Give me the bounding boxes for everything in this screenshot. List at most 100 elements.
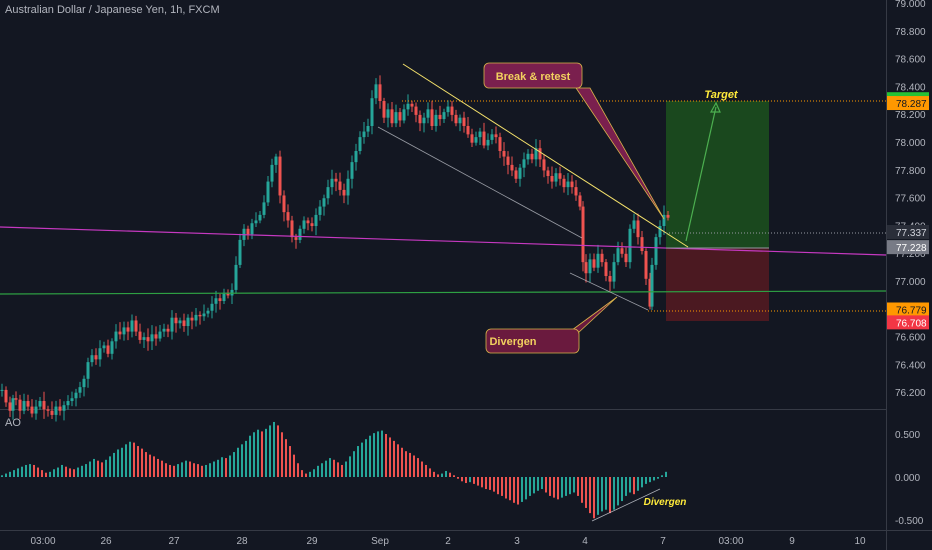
ao-bar bbox=[217, 459, 219, 477]
ao-bar bbox=[357, 446, 359, 477]
chart-title: Australian Dollar / Japanese Yen, 1h, FX… bbox=[5, 4, 220, 16]
ao-bar bbox=[529, 477, 531, 496]
profit-zone bbox=[666, 101, 769, 248]
candle-body bbox=[170, 317, 174, 332]
ao-bar bbox=[85, 464, 87, 477]
candle-body bbox=[18, 399, 22, 411]
ao-bar bbox=[97, 460, 99, 477]
ao-bar bbox=[277, 425, 279, 477]
ao-bar bbox=[5, 473, 7, 477]
candle-body bbox=[190, 317, 194, 321]
candle-body bbox=[414, 106, 418, 115]
candle-body bbox=[490, 134, 494, 140]
break-retest-label: Break & retest bbox=[496, 71, 571, 83]
candle-body bbox=[78, 387, 82, 393]
candle-body bbox=[11, 398, 15, 411]
ao-bar bbox=[397, 444, 399, 477]
ao-bar bbox=[169, 464, 171, 477]
candle-body bbox=[370, 98, 374, 127]
candle-body bbox=[506, 156, 510, 165]
ao-bar bbox=[325, 460, 327, 477]
candle-body bbox=[130, 320, 134, 332]
price-tick-label: 78.400 bbox=[895, 82, 926, 93]
candle-body bbox=[662, 214, 666, 227]
candle-body bbox=[62, 405, 66, 411]
ao-bar bbox=[621, 477, 623, 502]
ao-bar bbox=[377, 431, 379, 477]
candle-body bbox=[202, 313, 206, 317]
candle-body bbox=[66, 401, 70, 406]
ao-bar bbox=[605, 477, 607, 510]
price-tick-label: 76.200 bbox=[895, 388, 926, 399]
ao-bar bbox=[665, 471, 667, 477]
candle-body bbox=[474, 137, 478, 143]
ao-bar bbox=[625, 477, 627, 496]
ao-bar bbox=[433, 471, 435, 477]
ao-bar bbox=[649, 477, 651, 483]
candle-body bbox=[238, 239, 242, 265]
candle-body bbox=[274, 156, 278, 165]
price-tick-label: 77.000 bbox=[895, 277, 926, 288]
ao-bar bbox=[349, 456, 351, 477]
ao-bar bbox=[385, 434, 387, 477]
candle-body bbox=[222, 292, 226, 302]
time-tick-label: 9 bbox=[789, 536, 795, 547]
candle-body bbox=[636, 220, 640, 238]
candle-body bbox=[178, 320, 182, 324]
ao-bar bbox=[473, 477, 475, 484]
candle-body bbox=[14, 398, 18, 400]
price-tick-label: 78.000 bbox=[895, 138, 926, 149]
candle-body bbox=[138, 331, 142, 340]
candle-body bbox=[658, 226, 662, 238]
candle-body bbox=[494, 134, 498, 138]
ao-bar bbox=[437, 474, 439, 477]
time-tick-label: 3 bbox=[514, 536, 520, 547]
ao-bar bbox=[213, 461, 215, 477]
candle-body bbox=[334, 178, 338, 182]
ao-bar bbox=[513, 477, 515, 503]
ao-bar bbox=[225, 458, 227, 477]
candle-body bbox=[298, 228, 302, 240]
price-badge-label: 78.287 bbox=[896, 99, 927, 110]
ao-bar bbox=[113, 452, 115, 477]
ao-histogram bbox=[1, 421, 667, 522]
ao-bar bbox=[405, 451, 407, 477]
ao-bar bbox=[481, 477, 483, 488]
ao-tick-label: 0.500 bbox=[895, 430, 920, 441]
candle-body bbox=[438, 114, 442, 120]
candle-body bbox=[588, 259, 592, 274]
ao-bar bbox=[613, 477, 615, 510]
candle-body bbox=[604, 262, 608, 277]
ao-bar bbox=[249, 435, 251, 477]
ao-bar bbox=[301, 470, 303, 477]
ao-bar bbox=[137, 446, 139, 477]
ao-bar bbox=[345, 461, 347, 477]
ao-indicator-label: AO bbox=[5, 417, 21, 429]
candle-body bbox=[266, 181, 270, 203]
ao-bar bbox=[461, 477, 463, 482]
ao-bar bbox=[273, 421, 275, 477]
candle-body bbox=[162, 328, 166, 332]
ao-bar bbox=[173, 465, 175, 477]
candle-body bbox=[418, 114, 422, 124]
ao-bar bbox=[585, 477, 587, 508]
ao-bar bbox=[549, 477, 551, 496]
candle-body bbox=[166, 328, 170, 332]
ao-bar bbox=[593, 477, 595, 519]
candle-body bbox=[640, 237, 644, 252]
candle-body bbox=[654, 237, 658, 265]
candle-body bbox=[110, 341, 114, 354]
ao-bar bbox=[545, 477, 547, 493]
ao-bar bbox=[537, 477, 539, 491]
candle-body bbox=[38, 401, 42, 407]
candle-body bbox=[514, 170, 518, 179]
yellow-trendline bbox=[402, 63, 689, 248]
candle-body bbox=[350, 162, 354, 179]
candle-body bbox=[294, 237, 298, 240]
ao-bar bbox=[493, 477, 495, 492]
candle-body bbox=[462, 117, 466, 127]
ao-bar bbox=[517, 477, 519, 505]
ao-bar bbox=[61, 464, 63, 477]
candle-body bbox=[378, 84, 382, 102]
